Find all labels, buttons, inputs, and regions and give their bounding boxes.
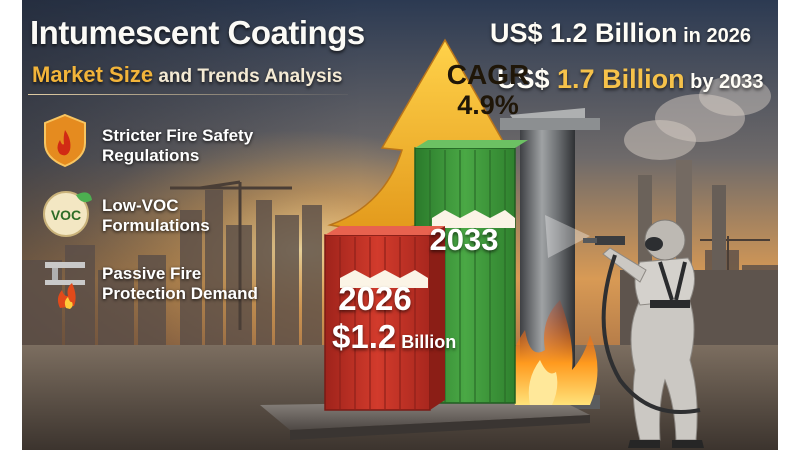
title-divider [28, 94, 348, 95]
worker-spraying [583, 219, 704, 448]
subtitle-strong: Market Size [32, 62, 154, 87]
stat-2033-prefix: US$ [497, 64, 558, 94]
bar-2026-year: 2026 [338, 280, 412, 317]
steel-beam-fire-icon [45, 262, 85, 309]
voc-leaf-icon: VOC [43, 191, 92, 237]
feature-line: Protection Demand [102, 284, 258, 303]
feature-line: Stricter Fire Safety [102, 126, 254, 145]
feature-low-voc: Low-VOC Formulations [102, 196, 210, 236]
stat-2026-value: US$ 1.2 Billion [490, 18, 678, 48]
bar-2033-year: 2033 [429, 222, 499, 257]
cagr-value: 4.9% [457, 90, 519, 120]
spray-mist [545, 215, 590, 258]
bar-2026-amount: $1.2 [332, 318, 397, 355]
bar-2026 [324, 226, 445, 411]
construction-crane [170, 180, 292, 330]
page-subtitle: Market Size and Trends Analysis [32, 62, 342, 88]
voc-icon-text: VOC [51, 207, 81, 223]
fire-flames [509, 300, 598, 405]
feature-fire-safety: Stricter Fire Safety Regulations [102, 126, 253, 166]
feature-line: Regulations [102, 146, 200, 165]
stat-2026: US$ 1.2 Billion in 2026 [490, 18, 751, 49]
stat-2026-suffix: in 2026 [677, 25, 751, 47]
stat-2033: US$ 1.7 Billion by 2033 [497, 64, 764, 95]
feature-line: Low-VOC [102, 196, 179, 215]
fire-shield-icon [44, 113, 86, 168]
stat-2033-suffix: by 2033 [684, 71, 764, 93]
bar-2026-value: $1.2 Billion [332, 318, 456, 356]
subtitle-rest: and Trends Analysis [153, 66, 343, 87]
cagr-title: CAGR [446, 59, 530, 90]
feature-line: Passive Fire [102, 264, 202, 283]
stat-2033-value: 1.7 Billion [557, 64, 685, 94]
cagr-label: CAGR 4.9% [418, 59, 558, 121]
page-title: Intumescent Coatings [30, 14, 365, 51]
bar-2026-unit: Billion [396, 332, 457, 352]
feature-line: Formulations [102, 216, 210, 235]
feature-passive-fire: Passive Fire Protection Demand [102, 264, 258, 304]
